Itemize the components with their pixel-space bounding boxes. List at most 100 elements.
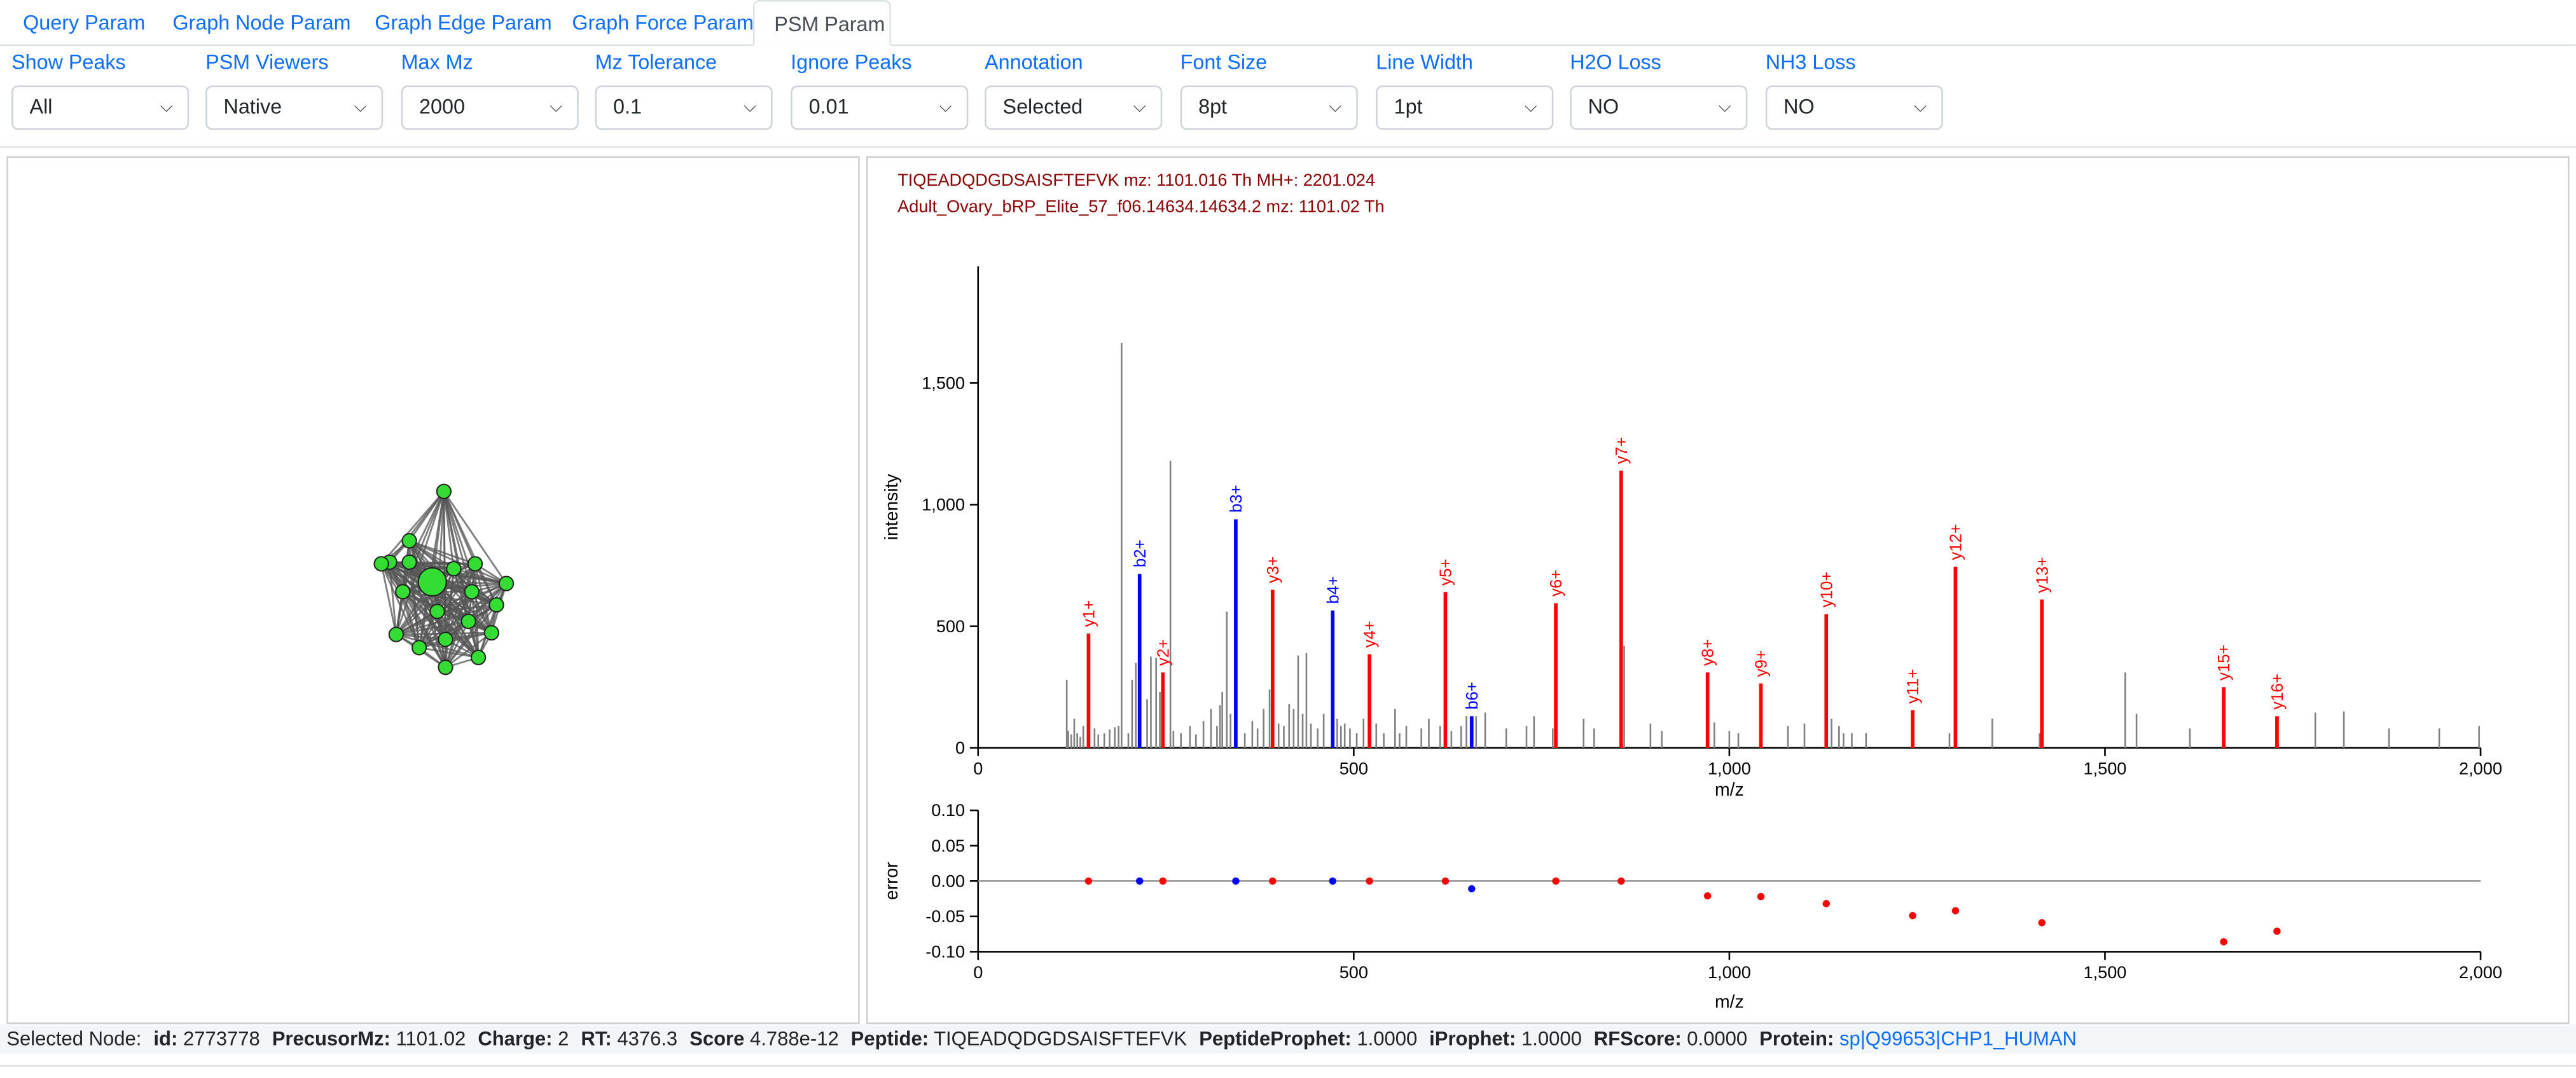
network-graph-panel[interactable] bbox=[6, 156, 860, 1025]
show-peaks-select[interactable]: All ⌵ bbox=[11, 85, 190, 130]
status-score-label: Score bbox=[689, 1027, 745, 1051]
status-charge-label: Charge: bbox=[478, 1027, 553, 1051]
error-y-tick-label: 0.10 bbox=[931, 800, 965, 820]
peak-label: y8+ bbox=[1700, 639, 1717, 666]
graph-node bbox=[395, 584, 411, 600]
tab-graph-edge-param[interactable]: Graph Edge Param bbox=[375, 11, 552, 35]
y-axis-label: intensity bbox=[882, 473, 902, 540]
peak-label: y5+ bbox=[1437, 558, 1455, 585]
graph-edge bbox=[408, 562, 420, 648]
error-point bbox=[1269, 877, 1277, 885]
error-point bbox=[1159, 877, 1167, 885]
peak-label: y12+ bbox=[1947, 524, 1965, 560]
graph-edge bbox=[408, 562, 447, 668]
chevron-down-icon: ⌵ bbox=[939, 99, 952, 117]
error-point bbox=[1084, 877, 1093, 885]
select-value: 2000 bbox=[419, 95, 465, 119]
nh3-loss-select[interactable]: NO ⌵ bbox=[1765, 85, 1943, 130]
mz-tolerance-select[interactable]: 0.1 ⌵ bbox=[595, 85, 773, 130]
x-axis-label: m/z bbox=[1715, 780, 1744, 800]
psm-viewer-panel: TIQEADQDGDSAISFTEFVK mz: 1101.016 Th MH+… bbox=[866, 156, 2570, 1025]
annotation-select[interactable]: Selected ⌵ bbox=[985, 85, 1163, 130]
graph-node bbox=[460, 613, 476, 630]
peak-label: y6+ bbox=[1548, 570, 1565, 597]
x-tick-label: 1,000 bbox=[1708, 758, 1751, 778]
error-x-tick-label: 0 bbox=[973, 962, 983, 982]
spectrum-chart: 0 500 1,000 1,500 0 500 1,000 1,500 2,000 m/z inte… bbox=[882, 266, 2502, 1012]
graph-node bbox=[429, 604, 445, 619]
error-point bbox=[1757, 893, 1765, 901]
peak-label: y13+ bbox=[2033, 557, 2051, 593]
status-protein-label: Protein: bbox=[1759, 1027, 1834, 1051]
graph-node-selected bbox=[417, 567, 447, 597]
peak-label: y15+ bbox=[2215, 644, 2233, 681]
tab-query-param[interactable]: Query Param bbox=[23, 11, 146, 35]
peak-label: y3+ bbox=[1264, 556, 1282, 583]
graph-edge bbox=[408, 561, 497, 606]
error-x-tick-label: 1,000 bbox=[1708, 962, 1751, 982]
spectrum-main-plot: 0 500 1,000 1,500 0 500 1,000 1,500 2,000 m/z inte… bbox=[882, 266, 2502, 800]
ignore-peaks-select[interactable]: 0.01 ⌵ bbox=[791, 85, 969, 130]
graph-edge bbox=[380, 490, 445, 565]
graph-edge bbox=[445, 632, 492, 668]
peak-label: y16+ bbox=[2269, 674, 2287, 710]
x-tick-label: 2,000 bbox=[2459, 758, 2502, 778]
h2o-loss-select[interactable]: NO ⌵ bbox=[1570, 85, 1748, 130]
peak-label: y4+ bbox=[1361, 621, 1379, 647]
param-label: NH3 Loss bbox=[1765, 51, 1856, 74]
graph-node bbox=[401, 554, 417, 570]
peak-label: b3+ bbox=[1228, 485, 1245, 513]
status-precursor-label: PrecusorMz: bbox=[272, 1027, 391, 1051]
graph-node bbox=[470, 649, 487, 665]
param-label: Ignore Peaks bbox=[791, 51, 912, 74]
graph-edge bbox=[445, 632, 492, 640]
psm-viewers-select[interactable]: Native ⌵ bbox=[205, 85, 384, 130]
status-rfscore: 0.0000 bbox=[1687, 1027, 1748, 1051]
graph-edge bbox=[380, 563, 447, 668]
error-point bbox=[1468, 885, 1476, 893]
param-label: Mz Tolerance bbox=[595, 51, 717, 74]
tab-graph-force-param[interactable]: Graph Force Param bbox=[572, 11, 754, 35]
peak-label: y1+ bbox=[1080, 600, 1098, 626]
line-width-select[interactable]: 1pt ⌵ bbox=[1376, 85, 1554, 130]
select-value: Selected bbox=[1002, 95, 1083, 119]
tab-graph-node-param[interactable]: Graph Node Param bbox=[172, 11, 351, 35]
graph-edge bbox=[380, 563, 447, 640]
graph-node bbox=[438, 660, 454, 675]
peak-label: b6+ bbox=[1464, 682, 1481, 710]
tab-psm-param[interactable]: PSM Param bbox=[752, 0, 891, 46]
graph-node bbox=[438, 632, 454, 647]
error-point bbox=[1951, 907, 1960, 915]
param-label: PSM Viewers bbox=[205, 51, 329, 74]
graph-node bbox=[373, 556, 389, 572]
error-point bbox=[1136, 877, 1144, 885]
peak-label: b2+ bbox=[1132, 539, 1149, 567]
param-label: H2O Loss bbox=[1570, 51, 1661, 74]
graph-node bbox=[388, 626, 405, 642]
graph-edge bbox=[408, 490, 445, 542]
y-tick-label: 1,000 bbox=[922, 495, 965, 515]
error-point bbox=[1552, 877, 1560, 885]
status-peptide-label: Peptide: bbox=[850, 1027, 929, 1051]
network-graph-canvas[interactable] bbox=[8, 158, 858, 1022]
error-x-axis-label: m/z bbox=[1715, 992, 1744, 1012]
select-value: 0.01 bbox=[808, 95, 849, 119]
font-size-select[interactable]: 8pt ⌵ bbox=[1180, 85, 1358, 130]
psm-spectrum-line: Adult_Ovary_bRP_Elite_57_f06.14634.14634… bbox=[897, 197, 1385, 218]
x-tick-label: 0 bbox=[973, 758, 983, 778]
protein-link[interactable]: sp|Q99653|CHP1_HUMAN bbox=[1839, 1027, 2077, 1051]
error-point bbox=[1441, 877, 1450, 885]
max-mz-select[interactable]: 2000 ⌵ bbox=[401, 85, 579, 130]
graph-edge bbox=[409, 539, 476, 565]
status-iprophet-label: iProphet: bbox=[1429, 1027, 1516, 1051]
x-tick-label: 1,500 bbox=[2084, 758, 2127, 778]
param-label: Annotation bbox=[985, 51, 1083, 74]
graph-edge bbox=[445, 621, 469, 668]
chevron-down-icon: ⌵ bbox=[1524, 99, 1537, 117]
unannotated-peaks bbox=[1065, 343, 2480, 748]
status-iprophet: 1.0000 bbox=[1521, 1027, 1582, 1051]
peak-label: y7+ bbox=[1613, 437, 1631, 464]
status-precursor: 1101.02 bbox=[396, 1027, 466, 1051]
select-value: 1pt bbox=[1394, 95, 1423, 119]
param-tabs: Query Param Graph Node Param Graph Edge … bbox=[0, 0, 2576, 46]
